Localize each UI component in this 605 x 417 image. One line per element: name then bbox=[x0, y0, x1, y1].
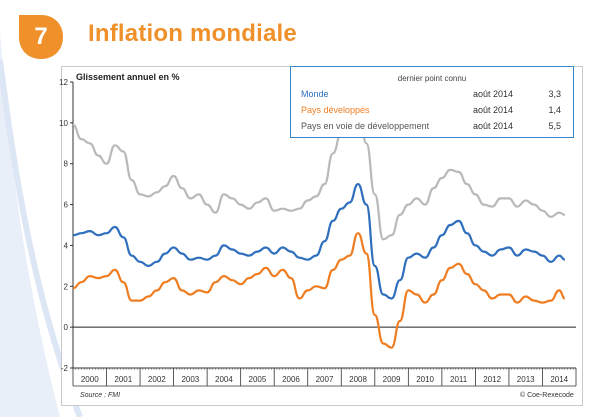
y-tick-label: 4 bbox=[64, 241, 69, 250]
legend-box: dernier point connu Monde août 2014 3,3 … bbox=[290, 66, 574, 138]
x-tick-label: 2000 bbox=[81, 375, 99, 384]
x-tick-label: 2006 bbox=[282, 375, 300, 384]
y-tick-label: 0 bbox=[64, 323, 69, 332]
source-note: Source : FMI bbox=[80, 392, 121, 399]
legend-value-monde: 3,3 bbox=[548, 89, 561, 99]
legend-date-developpement: août 2014 bbox=[473, 121, 514, 131]
legend-row-developpes: Pays développés août 2014 1,4 bbox=[301, 105, 565, 117]
x-tick-label: 2014 bbox=[550, 375, 568, 384]
y-tick-label: 8 bbox=[64, 160, 69, 169]
y-tick-label: 2 bbox=[64, 282, 69, 291]
legend-row-monde: Monde août 2014 3,3 bbox=[301, 89, 565, 101]
x-tick-label: 2002 bbox=[148, 375, 166, 384]
x-tick-label: 2009 bbox=[383, 375, 401, 384]
y-tick-label: 12 bbox=[59, 78, 68, 87]
legend-date-developpes: août 2014 bbox=[473, 105, 514, 115]
legend-header: dernier point connu bbox=[397, 74, 467, 83]
x-tick-label: 2013 bbox=[517, 375, 535, 384]
series-line-developpement bbox=[72, 101, 565, 241]
legend-name-developpement: Pays en voie de développement bbox=[301, 121, 430, 131]
x-tick-label: 2011 bbox=[450, 375, 468, 384]
legend-name-monde: Monde bbox=[301, 89, 329, 99]
y-tick-label: -2 bbox=[61, 364, 69, 373]
series-layer bbox=[72, 101, 566, 349]
copyright-note: © Coe-Rexecode bbox=[520, 392, 574, 399]
x-tick-label: 2005 bbox=[249, 375, 267, 384]
legend-value-developpement: 5,5 bbox=[548, 121, 561, 131]
series-line-monde bbox=[72, 183, 566, 300]
x-tick-label: 2004 bbox=[215, 375, 233, 384]
y-tick-label: 6 bbox=[64, 201, 69, 210]
x-tick-label: 2010 bbox=[416, 375, 434, 384]
y-tick-label: 10 bbox=[59, 119, 68, 128]
x-tick-label: 2007 bbox=[316, 375, 334, 384]
x-tick-label: 2008 bbox=[349, 375, 367, 384]
series-line-developpes bbox=[72, 232, 566, 349]
y-axis-label: Glissement annuel en % bbox=[76, 72, 180, 82]
legend-row-developpement: Pays en voie de développement août 2014 … bbox=[301, 121, 565, 133]
x-tick-label: 2003 bbox=[181, 375, 199, 384]
chart-title: Inflation mondiale bbox=[88, 20, 297, 47]
figure-badge bbox=[19, 15, 63, 59]
x-tick-label: 2012 bbox=[483, 375, 501, 384]
figure-number: 7 bbox=[34, 23, 48, 50]
x-tick-label: 2001 bbox=[114, 375, 132, 384]
legend-name-developpes: Pays développés bbox=[301, 105, 370, 115]
axis-layer: -2 0 2 4 6 8 10 12 2000 2001 2002 2003 2004 2005 2006 2… bbox=[59, 78, 577, 387]
legend-value-developpes: 1,4 bbox=[548, 105, 561, 115]
legend-date-monde: août 2014 bbox=[473, 89, 514, 99]
